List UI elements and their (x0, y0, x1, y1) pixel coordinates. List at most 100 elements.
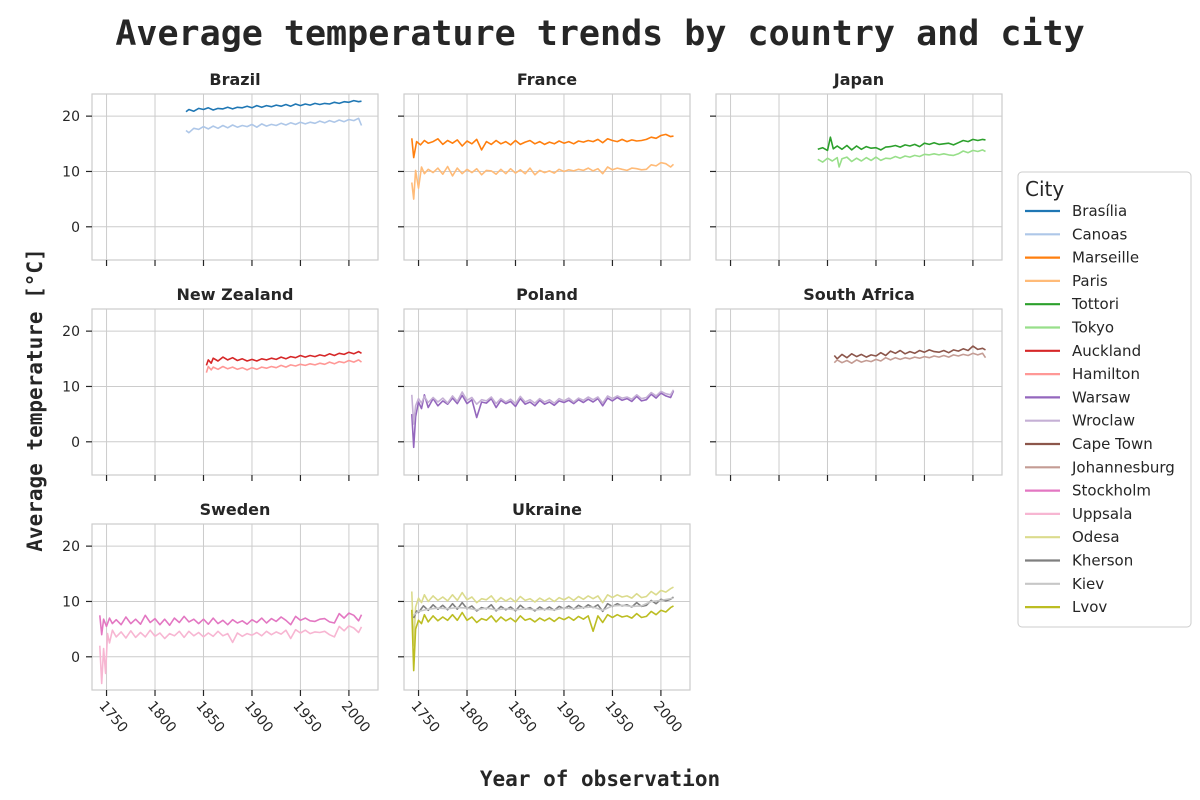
series-line-johannesburg (833, 352, 987, 365)
panel-title: France (517, 70, 577, 89)
legend-label: Cape Town (1072, 435, 1153, 453)
legend-item-uppsala: Uppsala (1025, 505, 1132, 523)
legend-item-brasilia: Brasília (1025, 202, 1127, 220)
panel-poland: Poland (398, 285, 691, 481)
legend-item-warsaw: Warsaw (1025, 388, 1131, 406)
legend-item-kherson: Kherson (1025, 552, 1133, 570)
legend-item-cape-town: Cape Town (1025, 435, 1153, 453)
legend-label: Hamilton (1072, 365, 1140, 383)
y-tick-label: 0 (71, 220, 80, 236)
panel-frame (715, 93, 1003, 261)
series-line-odesa (411, 586, 674, 647)
x-tick-label: 1900 (241, 698, 276, 736)
series-line-uppsala (99, 624, 363, 685)
panel-frame (715, 308, 1003, 476)
legend-label: Odesa (1072, 528, 1120, 546)
y-tick-label: 20 (62, 539, 80, 555)
legend: City Brasília Canoas Marseille Paris Tottori… (1017, 171, 1192, 628)
legend-items: Brasília Canoas Marseille Paris Tottori Tokyo… (1025, 202, 1175, 616)
legend-item-tokyo: Tokyo (1025, 319, 1114, 337)
series-line-cape-town (833, 345, 986, 360)
legend-item-auckland: Auckland (1025, 342, 1141, 360)
y-tick-label: 0 (71, 435, 80, 451)
y-tick-label: 0 (71, 650, 80, 666)
panel-title: Ukraine (512, 500, 582, 519)
series-line-canoas (185, 117, 363, 134)
series-line-brasilia (185, 99, 362, 113)
series-line-tottori (817, 136, 986, 152)
panel-sweden: Sweden 0 10 20 1750 1800 1850 1900 1950 2000 (62, 500, 379, 736)
panel-title: Brazil (209, 70, 260, 89)
y-tick-label: 20 (62, 324, 80, 340)
y-tick-label: 10 (62, 594, 80, 610)
panel-japan: Japan (710, 70, 1003, 266)
panel-title: Sweden (200, 500, 271, 519)
series-line-kiev (413, 597, 674, 616)
legend-label: Marseille (1072, 249, 1139, 267)
series-line-warsaw (411, 390, 675, 449)
panel-frame (403, 93, 691, 261)
y-tick-label: 10 (62, 164, 80, 180)
legend-label: Uppsala (1072, 505, 1132, 523)
legend-item-tottori: Tottori (1025, 295, 1119, 313)
panel-brazil: Brazil 0 10 20 (62, 70, 379, 266)
legend-frame (1017, 171, 1192, 628)
x-tick-label: 1800 (456, 698, 491, 736)
panel-frame (91, 308, 379, 476)
legend-item-odesa: Odesa (1025, 528, 1120, 546)
legend-label: Warsaw (1072, 388, 1131, 406)
legend-label: Canoas (1072, 225, 1128, 243)
legend-label: Kiev (1072, 575, 1104, 593)
series-line-hamilton (205, 359, 362, 373)
legend-item-kiev: Kiev (1025, 575, 1104, 593)
legend-item-stockholm: Stockholm (1025, 482, 1151, 500)
panel-france: France (398, 70, 691, 266)
x-tick-label: 1850 (504, 698, 539, 736)
legend-label: Paris (1072, 272, 1108, 290)
legend-label: Brasília (1072, 202, 1127, 220)
legend-title: City (1025, 177, 1064, 201)
panel-ukraine: Ukraine 1750 1800 1850 1900 1950 2000 (398, 500, 691, 736)
panels: Brazil 0 10 20 France Japan New Zealand 0 10 20 Po… (62, 70, 1003, 736)
panel-south-africa: South Africa (710, 285, 1003, 481)
panel-new-zealand: New Zealand 0 10 20 (62, 285, 379, 481)
legend-item-wroclaw: Wroclaw (1025, 412, 1135, 430)
x-tick-label: 2000 (338, 698, 373, 736)
legend-label: Tottori (1071, 295, 1119, 313)
y-tick-label: 10 (62, 379, 80, 395)
panel-frame (403, 308, 691, 476)
legend-item-johannesburg: Johannesburg (1025, 458, 1175, 476)
series-line-wroclaw (411, 389, 675, 425)
legend-label: Auckland (1072, 342, 1141, 360)
series-line-stockholm (99, 612, 363, 636)
series-line-lvov (411, 605, 674, 672)
y-tick-label: 20 (62, 109, 80, 125)
series-line-tokyo (817, 149, 986, 168)
legend-item-lvov: Lvov (1025, 598, 1107, 616)
legend-item-canoas: Canoas (1025, 225, 1128, 243)
series-line-marseille (411, 133, 674, 159)
legend-item-marseille: Marseille (1025, 249, 1139, 267)
legend-item-hamilton: Hamilton (1025, 365, 1140, 383)
panel-title: New Zealand (177, 285, 294, 304)
x-tick-label: 1750 (95, 698, 130, 736)
panel-frame (91, 523, 379, 691)
panel-title: Japan (833, 70, 884, 89)
legend-label: Johannesburg (1071, 458, 1175, 476)
x-tick-label: 2000 (650, 698, 685, 736)
x-tick-label: 1850 (192, 698, 227, 736)
x-axis-label: Year of observation (480, 767, 720, 791)
y-axis-label: Average temperature [°C] (23, 248, 47, 551)
series-line-auckland (205, 350, 362, 366)
x-tick-label: 1800 (144, 698, 179, 736)
panel-frame (403, 523, 691, 691)
x-tick-label: 1950 (289, 698, 324, 736)
legend-item-paris: Paris (1025, 272, 1108, 290)
panel-frame (91, 93, 379, 261)
legend-label: Kherson (1072, 552, 1133, 570)
legend-label: Tokyo (1071, 319, 1114, 337)
x-tick-label: 1750 (407, 698, 442, 736)
series-line-paris (411, 161, 675, 200)
chart-title: Average temperature trends by country an… (115, 14, 1084, 54)
legend-label: Stockholm (1072, 482, 1151, 500)
